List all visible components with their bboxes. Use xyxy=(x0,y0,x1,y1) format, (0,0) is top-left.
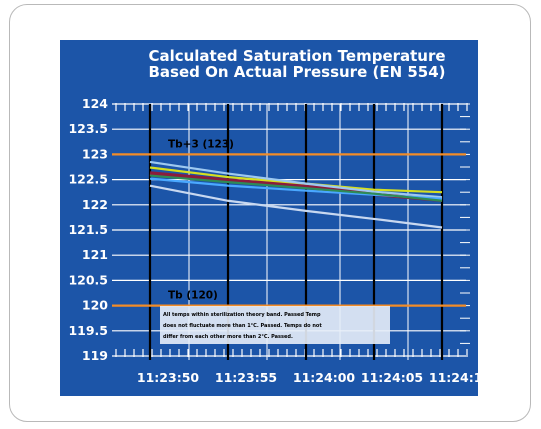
y-tick-label: 124 xyxy=(82,96,108,111)
reference-label-upper: Tb+3 (123) xyxy=(168,138,234,150)
y-tick-label: 122 xyxy=(82,197,108,212)
y-tick-label: 121 xyxy=(82,247,108,262)
series-line xyxy=(149,174,443,202)
y-tick-label: 119.5 xyxy=(68,323,108,338)
x-tick-label: 11:24:00 xyxy=(293,370,355,385)
series-layer xyxy=(149,160,443,229)
chart-title-line-2: Based On Actual Pressure (EN 554) xyxy=(148,63,445,81)
note-text-line: All temps within sterilization theory ba… xyxy=(163,312,321,318)
y-tick-label: 119 xyxy=(82,348,108,363)
note-text-line: differ from each other more than 2°C. Pa… xyxy=(163,334,293,340)
annotations: Tb+3 (123) Tb (120) All temps within steri… xyxy=(160,138,390,344)
chart-title-line-1: Calculated Saturation Temperature xyxy=(148,47,445,65)
y-tick-label: 123.5 xyxy=(68,121,108,136)
note-box xyxy=(160,306,390,344)
series-line xyxy=(149,160,443,199)
y-tick-label: 120 xyxy=(82,298,108,313)
y-tick-label: 120.5 xyxy=(68,272,108,287)
x-tick-label: 11:23:55 xyxy=(215,370,277,385)
series-line xyxy=(149,184,443,229)
y-tick-label: 121.5 xyxy=(68,222,108,237)
tick-labels: 124 123.5 123 122.5 122 121.5 121 120.5 120 119.5… xyxy=(68,96,491,385)
y-tick-label: 122.5 xyxy=(68,172,108,187)
note-text-line: does not fluctuate more than 1°C. Passed… xyxy=(163,323,322,329)
reference-lines xyxy=(112,153,466,307)
x-tick-label: 11:24:05 xyxy=(361,370,423,385)
reference-label-lower: Tb (120) xyxy=(168,290,218,302)
x-tick-label: 11:23:50 xyxy=(137,370,199,385)
x-tick-label: 11:24:10 xyxy=(429,370,491,385)
y-tick-label: 123 xyxy=(82,146,108,161)
